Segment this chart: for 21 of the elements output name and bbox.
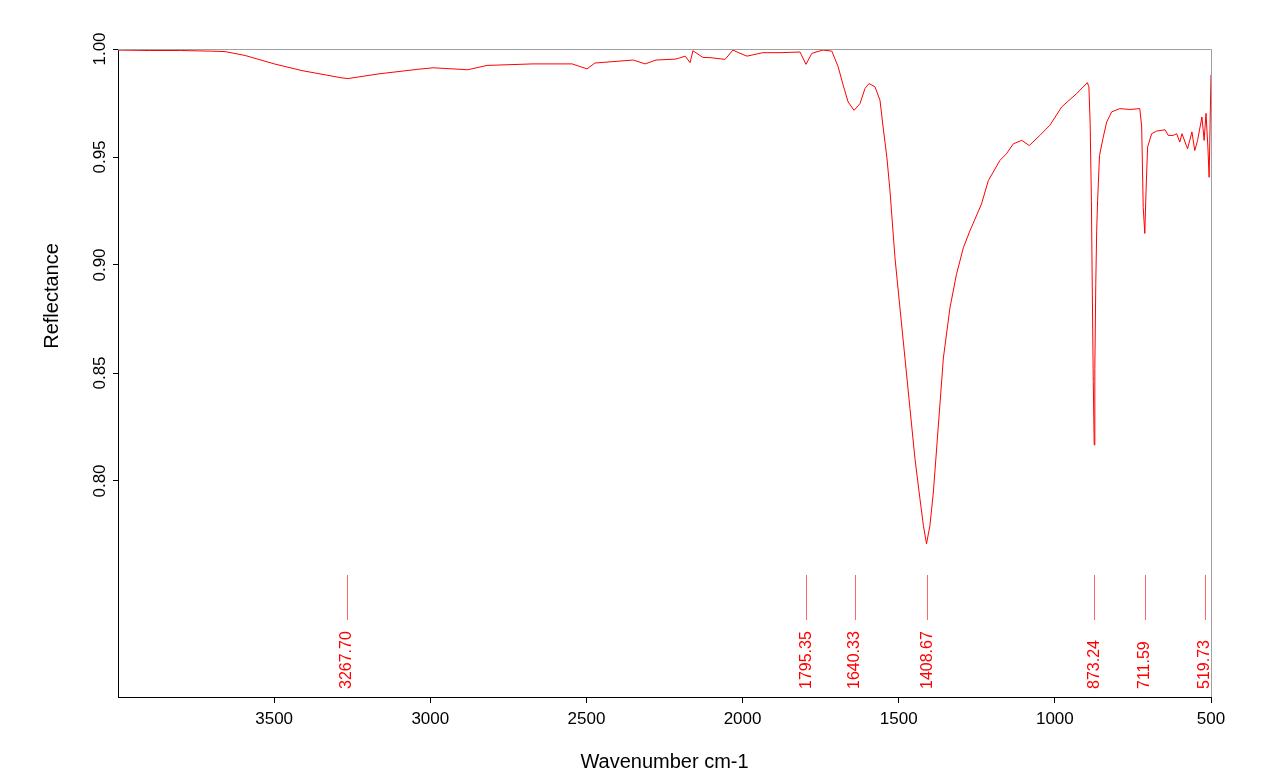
ref-line-label: 1408.67 — [917, 631, 935, 689]
x-axis-title: Wavenumber cm-1 — [580, 749, 749, 772]
y-axis-title: Reflectance — [39, 243, 62, 349]
ref-line-label: 519.73 — [1195, 639, 1213, 689]
y-tick-label: 0.95 — [89, 140, 109, 174]
ref-line-label: 873.24 — [1084, 639, 1102, 689]
ref-line-label: 711.59 — [1135, 641, 1153, 689]
y-tick-label: 0.85 — [89, 356, 109, 390]
y-tick-label: 1.00 — [89, 32, 109, 66]
x-tick-label: 3000 — [411, 708, 450, 728]
x-tick-label: 1000 — [1035, 708, 1074, 728]
ref-line-label: 1640.33 — [845, 631, 863, 689]
y-tick-label: 0.80 — [89, 464, 109, 498]
ref-line-label: 1795.35 — [796, 631, 814, 689]
x-tick-label: 2500 — [567, 708, 606, 728]
x-tick-label: 500 — [1196, 708, 1226, 728]
y-tick-label: 0.90 — [89, 248, 109, 282]
x-tick-label: 1500 — [879, 708, 918, 728]
x-tick-label: 3500 — [255, 708, 294, 728]
ref-line-label: 3267.70 — [337, 631, 355, 689]
x-tick-label: 2000 — [723, 708, 762, 728]
